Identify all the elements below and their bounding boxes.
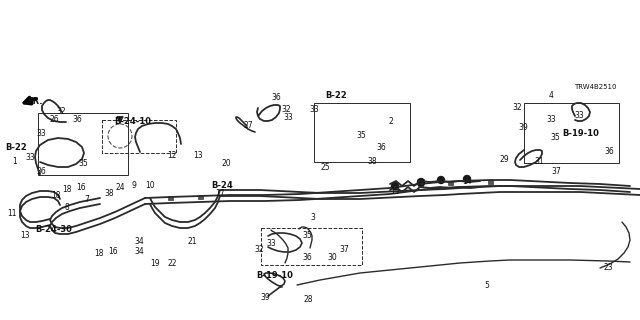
- Text: 24: 24: [115, 183, 125, 193]
- Text: 3: 3: [310, 212, 316, 221]
- Bar: [448, 181, 453, 185]
- Text: 33: 33: [283, 114, 293, 123]
- Text: 5: 5: [484, 281, 490, 290]
- Text: 35: 35: [78, 158, 88, 167]
- Text: 11: 11: [7, 209, 17, 218]
- Text: 20: 20: [221, 158, 231, 167]
- Text: 9: 9: [132, 180, 136, 189]
- Text: 33: 33: [36, 130, 46, 139]
- Text: B-19-10: B-19-10: [257, 270, 293, 279]
- Text: 36: 36: [36, 167, 46, 177]
- Bar: [198, 195, 203, 199]
- Text: 13: 13: [20, 230, 30, 239]
- Text: 33: 33: [574, 111, 584, 121]
- Text: 26: 26: [49, 116, 59, 124]
- Text: 25: 25: [320, 164, 330, 172]
- Text: 12: 12: [167, 150, 177, 159]
- Text: TRW4B2510: TRW4B2510: [573, 84, 616, 90]
- Text: 2: 2: [388, 117, 394, 126]
- Text: 8: 8: [65, 204, 69, 212]
- Text: 18: 18: [62, 186, 72, 195]
- Circle shape: [392, 182, 399, 189]
- Text: 35: 35: [302, 230, 312, 239]
- Text: 32: 32: [512, 102, 522, 111]
- Text: 35: 35: [356, 131, 366, 140]
- Text: 32: 32: [56, 108, 66, 116]
- Bar: [102, 120, 176, 153]
- Text: 15: 15: [416, 180, 426, 188]
- Circle shape: [438, 177, 445, 183]
- Text: 37: 37: [339, 245, 349, 254]
- Text: 36: 36: [302, 253, 312, 262]
- Text: 13: 13: [193, 150, 203, 159]
- Text: 23: 23: [603, 263, 613, 273]
- Text: 35: 35: [550, 133, 560, 142]
- Text: 33: 33: [546, 116, 556, 124]
- Text: B-24-30: B-24-30: [36, 226, 72, 235]
- Text: 30: 30: [327, 253, 337, 262]
- Text: 16: 16: [108, 246, 118, 255]
- Text: 36: 36: [604, 148, 614, 156]
- Text: 34: 34: [134, 247, 144, 257]
- Text: 29: 29: [499, 156, 509, 164]
- Text: B-22: B-22: [325, 91, 347, 100]
- Text: 33: 33: [309, 105, 319, 114]
- Text: 36: 36: [271, 93, 281, 102]
- Bar: [524, 103, 619, 163]
- Text: 33: 33: [25, 153, 35, 162]
- Bar: [488, 180, 493, 184]
- Text: 14: 14: [462, 177, 472, 186]
- Text: 36: 36: [376, 143, 386, 153]
- Text: 34: 34: [134, 237, 144, 246]
- Text: 17: 17: [215, 189, 225, 198]
- Text: 37: 37: [551, 167, 561, 177]
- Text: 15: 15: [390, 187, 400, 196]
- Text: 16: 16: [76, 183, 86, 193]
- Text: 31: 31: [534, 156, 544, 165]
- Text: B-22: B-22: [5, 143, 27, 153]
- Text: 28: 28: [303, 294, 313, 303]
- Circle shape: [417, 179, 424, 186]
- Text: 7: 7: [84, 196, 90, 204]
- Text: 32: 32: [254, 245, 264, 254]
- Text: B-19-10: B-19-10: [563, 129, 600, 138]
- Text: B-24-10: B-24-10: [115, 117, 152, 126]
- Text: 18: 18: [94, 250, 104, 259]
- Text: 36: 36: [72, 115, 82, 124]
- Text: 6: 6: [438, 178, 444, 187]
- Text: 38: 38: [104, 189, 114, 198]
- Text: 22: 22: [167, 259, 177, 268]
- Text: 10: 10: [145, 180, 155, 189]
- Text: 39: 39: [260, 293, 270, 302]
- Text: 39: 39: [518, 124, 528, 132]
- Circle shape: [463, 175, 470, 182]
- Text: 19: 19: [150, 260, 160, 268]
- Bar: [38, 113, 128, 175]
- Bar: [314, 103, 410, 162]
- Bar: [418, 183, 423, 187]
- Text: 33: 33: [266, 238, 276, 247]
- Text: 1: 1: [13, 157, 17, 166]
- Text: 38: 38: [367, 156, 377, 165]
- Bar: [261, 228, 362, 265]
- Text: 32: 32: [281, 105, 291, 114]
- Text: 18: 18: [51, 191, 61, 201]
- Text: B-24: B-24: [211, 180, 233, 189]
- Text: 4: 4: [548, 92, 554, 100]
- Text: 27: 27: [243, 122, 253, 131]
- Text: FR.: FR.: [28, 98, 43, 107]
- Text: 21: 21: [188, 236, 196, 245]
- Bar: [168, 196, 173, 200]
